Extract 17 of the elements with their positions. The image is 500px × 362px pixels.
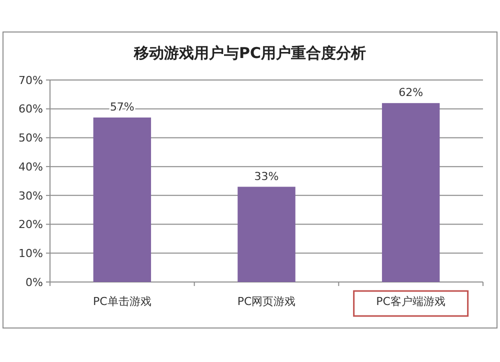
y-tick-label: 0% <box>26 276 43 289</box>
y-tick-label: 30% <box>18 189 43 202</box>
bar <box>382 103 440 282</box>
data-label: 62% <box>398 86 424 100</box>
y-tick-label: 40% <box>18 160 43 174</box>
data-label: 33% <box>254 170 279 183</box>
y-tick-label: 10% <box>18 246 43 260</box>
y-tick-label: 70% <box>18 74 43 87</box>
y-tick-label: 20% <box>18 218 43 232</box>
x-tick-label: PC网页游戏 <box>237 295 296 308</box>
bar <box>238 186 296 282</box>
y-tick-label: 50% <box>18 132 43 145</box>
chart-title: 移动游戏用户与PC用户重合度分析 <box>132 44 366 62</box>
y-tick-label: 60% <box>18 102 43 116</box>
x-tick-label: PC客户端游戏 <box>376 295 446 308</box>
x-tick-label: PC单击游戏 <box>93 295 152 308</box>
bar <box>93 118 152 282</box>
